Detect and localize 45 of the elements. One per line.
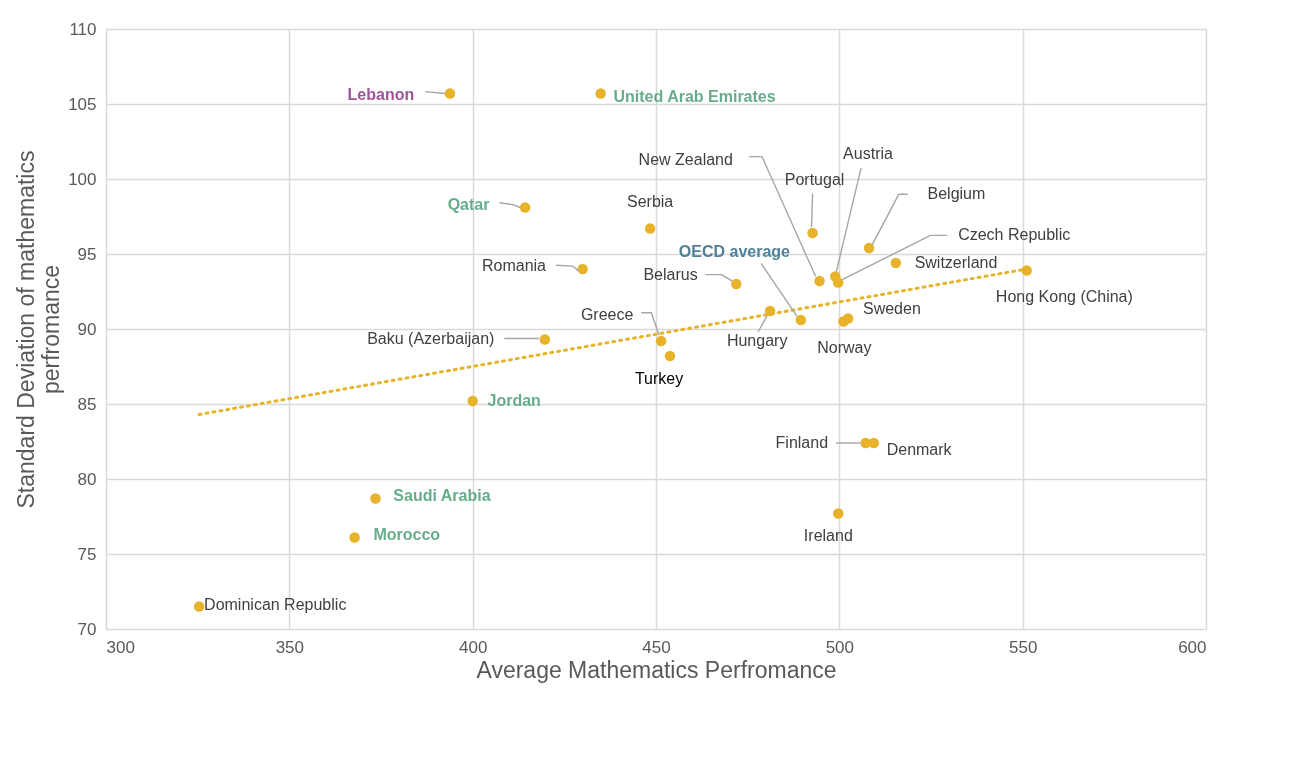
annotation: Finland	[775, 434, 829, 451]
annotation: Romania	[481, 257, 547, 275]
annotation: Greece	[580, 305, 634, 323]
y-tick-label: 80	[77, 469, 97, 489]
annotation: Dominican Republic	[204, 595, 347, 613]
y-axis-title: Standard Deviation of mathematics perfromance	[13, 150, 65, 509]
x-axis-title: Average Mathematics Perfromance	[476, 656, 837, 683]
annotation: Belarus	[643, 265, 698, 283]
annotation: Morocco	[373, 525, 441, 543]
y-tick-label: 70	[77, 619, 97, 639]
annotation: New Zealand	[638, 151, 733, 169]
annotation: Serbia	[627, 193, 674, 211]
annotation: Czech Republic	[958, 226, 1071, 244]
annotation: Lebanon	[347, 86, 415, 104]
annotation: Austria	[843, 145, 893, 163]
annotation: Jordan	[487, 392, 541, 409]
annotation: Ireland	[803, 527, 853, 545]
x-tick-label: 300	[106, 637, 135, 657]
x-tick-label: 600	[1178, 637, 1207, 657]
x-tick-label: 350	[275, 637, 305, 657]
x-tick-label: 450	[642, 637, 671, 657]
annotation: United Arab Emirates	[613, 88, 776, 106]
y-tick-label: 100	[68, 169, 97, 189]
annotation: Switzerland	[914, 254, 998, 271]
annotation: Belgium	[927, 185, 986, 203]
annotation: Denmark	[886, 440, 953, 458]
annotation: Norway	[817, 338, 872, 356]
y-tick-label: 90	[77, 319, 97, 339]
annotation: Turkey	[634, 369, 684, 387]
x-tick-label: 550	[1008, 637, 1038, 657]
annotation: Sweden	[863, 300, 921, 318]
x-tick-label: 400	[458, 637, 488, 657]
y-tick-label: 85	[77, 394, 97, 414]
annotation: Portugal	[784, 171, 845, 189]
annotation: Qatar	[447, 195, 490, 213]
annotation: Hong Kong (China)	[995, 287, 1133, 305]
y-tick-label: 110	[69, 19, 97, 39]
annotation: Saudi Arabia	[393, 486, 491, 504]
y-tick-label: 95	[77, 244, 97, 264]
y-tick-label: 105	[68, 94, 97, 114]
y-tick-label: 75	[77, 544, 97, 564]
annotation: Hungary	[726, 332, 788, 350]
annotation: OECD average	[678, 243, 791, 261]
x-tick-label: 500	[825, 637, 855, 657]
annotation: Baku (Azerbaijan)	[367, 329, 495, 347]
